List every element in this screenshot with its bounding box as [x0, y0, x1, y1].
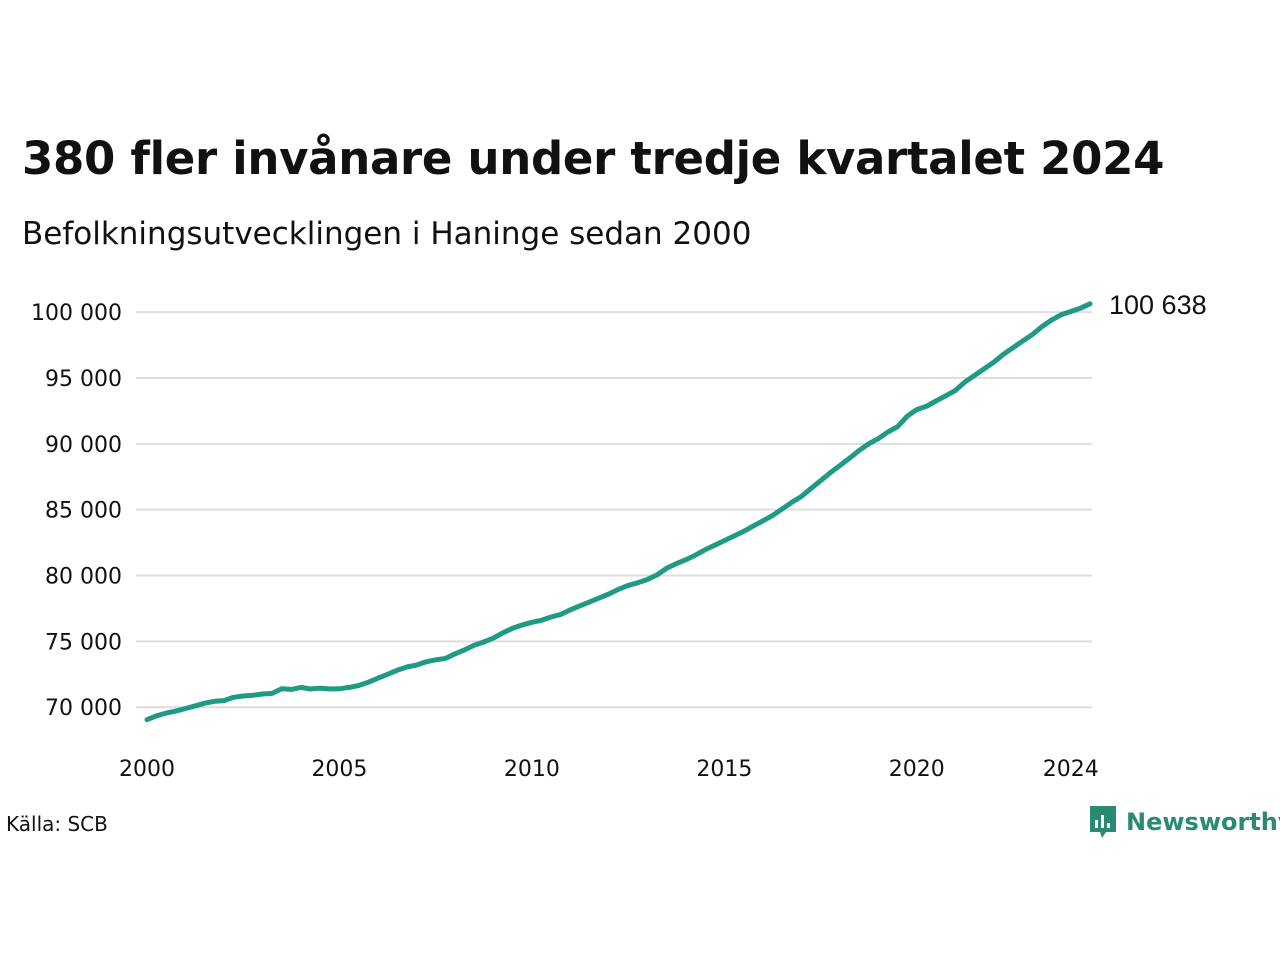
- x-tick-label: 2020: [889, 757, 945, 782]
- line-chart: 70 000 75 000 80 000 85 000 90 000 95 000 100 …: [31, 290, 1207, 782]
- x-axis-ticks: 2000 2005 2010 2015 2020 2024: [119, 757, 1099, 782]
- y-tick-label: 75 000: [45, 630, 122, 655]
- y-tick-label: 95 000: [45, 367, 122, 392]
- x-tick-label: 2024: [1043, 757, 1099, 782]
- y-tick-label: 90 000: [45, 433, 122, 458]
- gridlines: [136, 311, 1092, 709]
- brand-logo: Newsworthy: [1088, 804, 1280, 840]
- chart-title: 380 fler invånare under tredje kvartalet…: [22, 132, 1165, 185]
- newsworthy-logo-icon: [1090, 806, 1116, 838]
- chart-subtitle: Befolkningsutvecklingen i Haninge sedan …: [22, 216, 752, 252]
- y-tick-label: 85 000: [45, 499, 122, 524]
- x-tick-label: 2000: [119, 757, 175, 782]
- y-axis-ticks: 70 000 75 000 80 000 85 000 90 000 95 000 100 …: [31, 301, 122, 721]
- y-tick-label: 80 000: [45, 565, 122, 590]
- source-note: Källa: SCB: [6, 812, 108, 836]
- x-tick-label: 2005: [311, 757, 367, 782]
- x-tick-label: 2010: [504, 757, 560, 782]
- brand-name: Newsworthy: [1126, 808, 1280, 836]
- x-tick-label: 2015: [696, 757, 752, 782]
- y-tick-label: 100 000: [31, 301, 122, 326]
- end-value-label: 100 638: [1109, 290, 1207, 320]
- population-line: [144, 301, 1093, 723]
- y-tick-label: 70 000: [45, 696, 122, 721]
